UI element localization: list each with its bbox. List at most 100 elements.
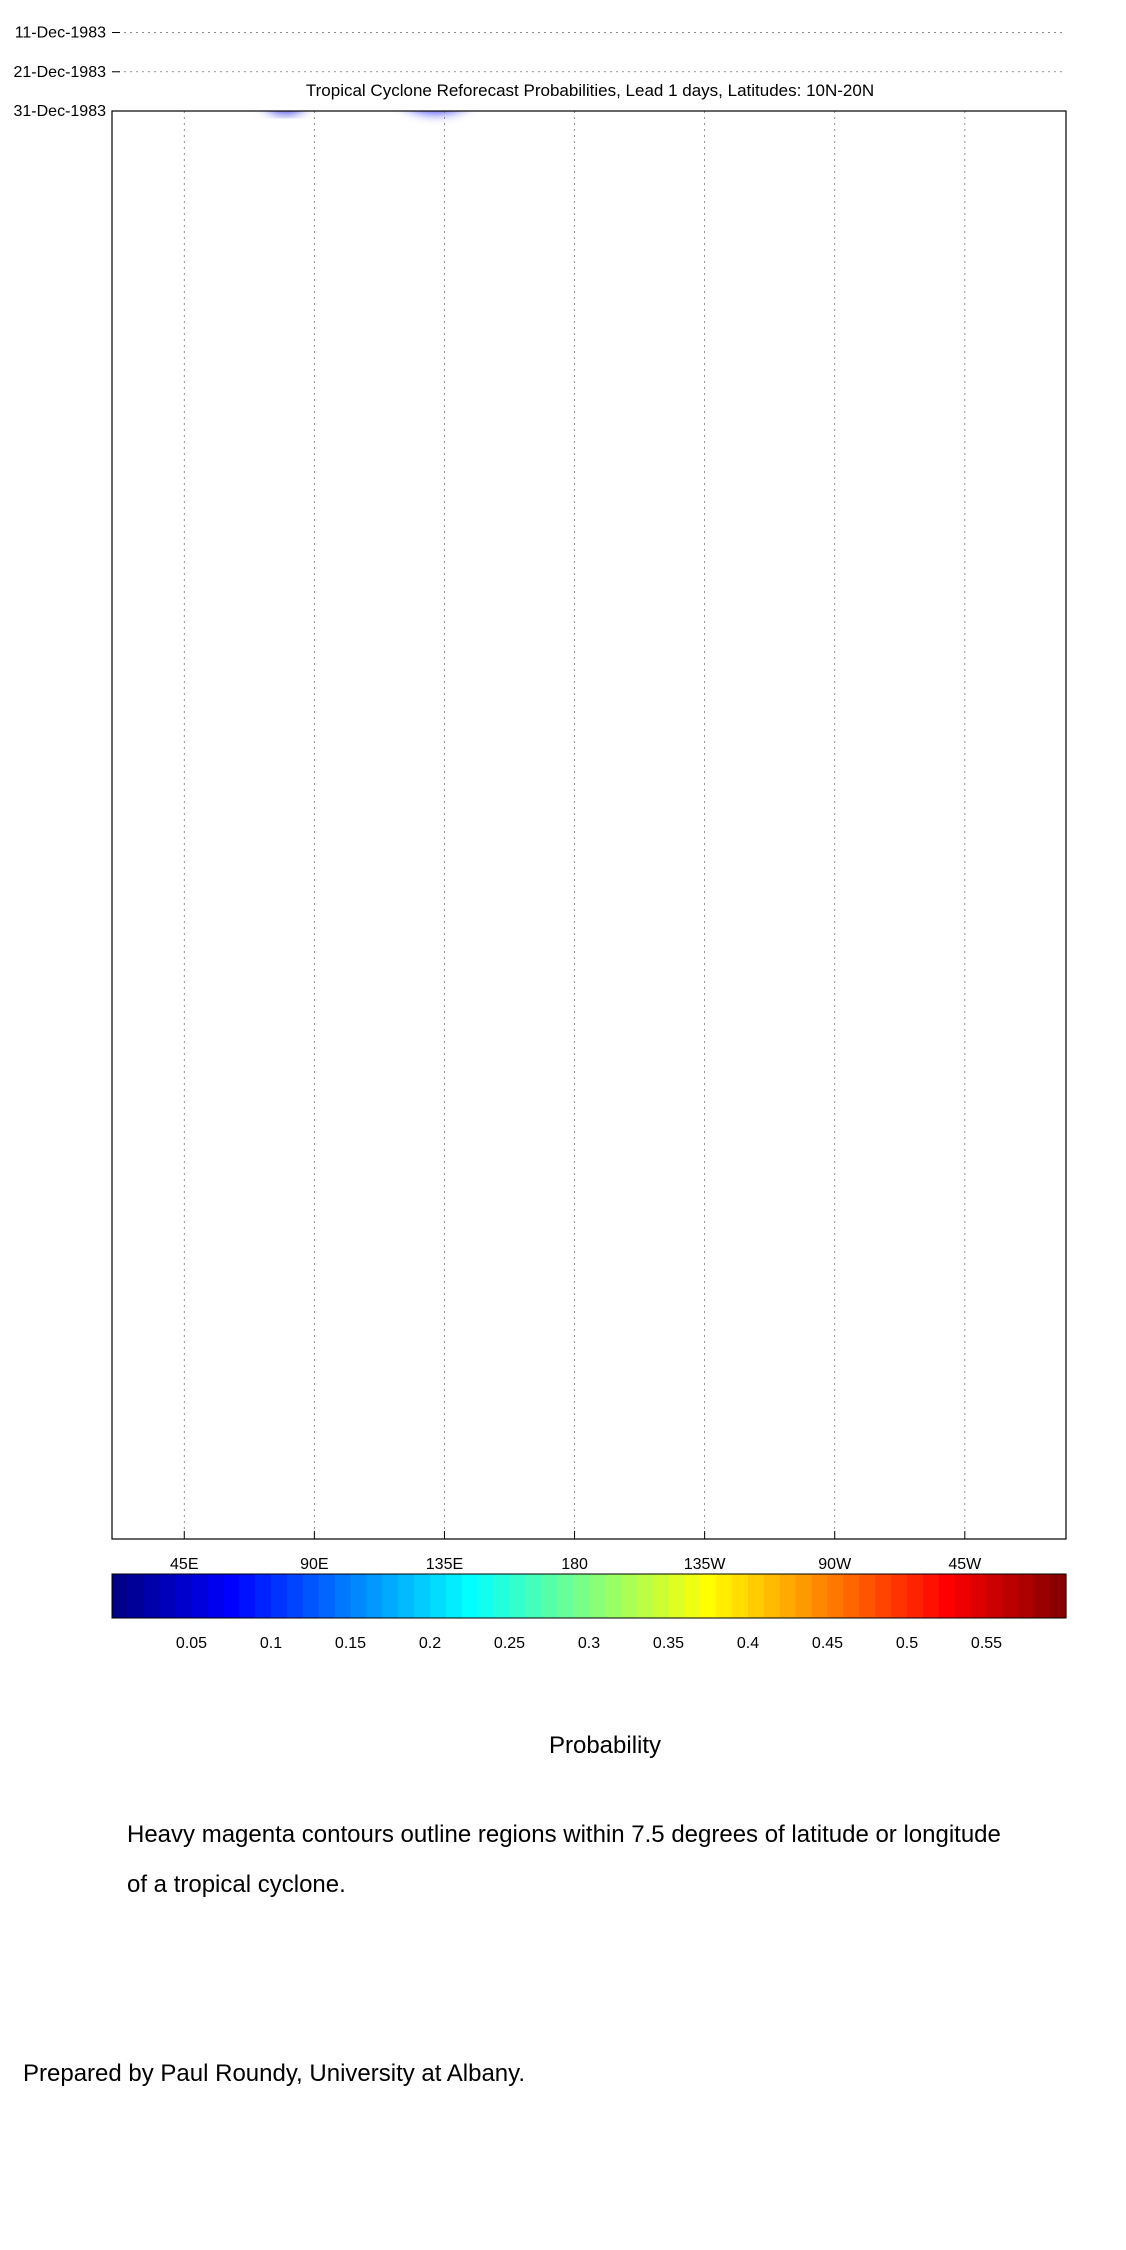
x-tick-label: 135E [426, 1556, 463, 1573]
colorbar-tick-label: 0.15 [335, 1635, 366, 1652]
x-tick-label: 45W [948, 1556, 982, 1573]
colorbar-swatch [223, 1574, 240, 1618]
colorbar-swatch [398, 1574, 415, 1618]
colorbar-tick-label: 0.45 [812, 1635, 843, 1652]
colorbar-swatch [112, 1574, 129, 1618]
colorbar-swatch [970, 1574, 988, 1618]
colorbar-swatch [255, 1574, 272, 1618]
colorbar-swatch [414, 1574, 431, 1618]
colorbar-swatch [318, 1574, 336, 1618]
colorbar-swatch [604, 1574, 622, 1618]
colorbar-tick-label: 0.4 [737, 1635, 759, 1652]
colorbar-swatch [811, 1574, 829, 1618]
colorbar-tick-label: 0.35 [653, 1635, 684, 1652]
colorbar-swatch [509, 1574, 526, 1618]
colorbar-tick-label: 0.05 [176, 1635, 207, 1652]
colorbar-ticks: 0.05 0.1 0.15 0.2 0.25 0.3 0.35 0.4 0.45 0.5 0.55 [176, 1635, 1002, 1652]
colorbar-swatch [668, 1574, 685, 1618]
colorbar [111, 1573, 1067, 1619]
x-axis: 45E 90E 135E 180 135W 90W 45W [170, 1531, 982, 1573]
colorbar-swatch [302, 1574, 320, 1618]
colorbar-swatch [620, 1574, 638, 1618]
x-tick-label: 90E [300, 1556, 328, 1573]
x-tick-label: 135W [684, 1556, 727, 1573]
colorbar-swatch [922, 1574, 940, 1618]
heat-blob [404, 17, 467, 80]
y-tick-label: 11-Dec-1983 [15, 25, 106, 42]
colorbar-swatch [271, 1574, 288, 1618]
colorbar-swatch [541, 1574, 558, 1618]
colorbar-swatch [239, 1574, 256, 1618]
colorbar-swatch [843, 1574, 860, 1618]
colorbar-swatch [286, 1574, 304, 1618]
colorbar-swatch [716, 1574, 733, 1618]
colorbar-swatch [159, 1574, 177, 1618]
heat-blob [263, 61, 308, 106]
colorbar-swatch [382, 1574, 399, 1618]
colorbar-swatch [175, 1574, 193, 1618]
colorbar-swatch [366, 1574, 383, 1618]
colorbar-frame [111, 1573, 1067, 1619]
colorbar-swatch [573, 1574, 590, 1618]
colorbar-swatch [891, 1574, 908, 1618]
colorbar-swatch [859, 1574, 876, 1618]
credit: Prepared by Paul Roundy, University at A… [23, 2060, 526, 2087]
colorbar-swatch [795, 1574, 813, 1618]
colorbar-swatch [477, 1574, 495, 1618]
colorbar-tick-label: 0.55 [971, 1635, 1002, 1652]
colorbar-swatch [748, 1574, 765, 1618]
x-tick-label: 45E [170, 1556, 198, 1573]
y-tick-label: 01-Dec-1983 [14, 0, 107, 2]
colorbar-swatch [875, 1574, 892, 1618]
heat-blob [392, 0, 543, 18]
colorbar-swatch [1002, 1574, 1019, 1618]
colorbar-swatch [430, 1574, 447, 1618]
heat-blob [269, 67, 301, 99]
colorbar-tick-label: 0.2 [419, 1635, 441, 1652]
colorbar-swatch [684, 1574, 701, 1618]
colorbar-swatch [907, 1574, 924, 1618]
colorbar-swatch [334, 1574, 352, 1618]
colorbar-swatch [636, 1574, 654, 1618]
colorbar-swatch [207, 1574, 224, 1618]
colorbar-tick-label: 0.1 [260, 1635, 282, 1652]
colorbar-tick-label: 0.3 [578, 1635, 600, 1652]
colorbar-tick-label: 0.5 [896, 1635, 918, 1652]
colorbar-swatch [954, 1574, 972, 1618]
tc-contour [387, 0, 474, 9]
colorbar-swatch [763, 1574, 781, 1618]
colorbar-swatch [127, 1574, 145, 1618]
colorbar-swatch [827, 1574, 844, 1618]
colorbar-swatch [525, 1574, 542, 1618]
colorbar-tick-label: 0.25 [494, 1635, 525, 1652]
colorbar-swatch [779, 1574, 797, 1618]
chart-title: Tropical Cyclone Reforecast Probabilitie… [306, 81, 874, 100]
colorbar-swatch [445, 1574, 463, 1618]
colorbar-swatch [493, 1574, 511, 1618]
colorbar-swatch [732, 1574, 749, 1618]
colorbar-swatch [1034, 1574, 1051, 1618]
colorbar-swatch [986, 1574, 1003, 1618]
tc-contour-layer [242, 0, 892, 9]
plot-area [112, 111, 1066, 1539]
x-tick-label: 180 [561, 1556, 588, 1573]
x-tick-label: 90W [818, 1556, 852, 1573]
heat-blob [940, 0, 979, 13]
colorbar-swatch [143, 1574, 161, 1618]
colorbar-swatch [652, 1574, 670, 1618]
colorbar-swatch [1018, 1574, 1035, 1618]
colorbar-swatch [938, 1574, 956, 1618]
grid-layer [112, 32, 1066, 1539]
colorbar-swatch [557, 1574, 574, 1618]
y-tick-label: 21-Dec-1983 [14, 64, 107, 81]
colorbar-swatch [350, 1574, 367, 1618]
colorbar-swatch [461, 1574, 479, 1618]
colorbar-swatch [589, 1574, 606, 1618]
colorbar-swatch [191, 1574, 208, 1618]
colorbar-swatch [700, 1574, 717, 1618]
plot-frame [111, 110, 1067, 1540]
y-axis: 31-Dec-1983 21-Dec-1983 11-Dec-1983 01-Dec-… [14, 0, 120, 120]
colorbar-swatch [1050, 1574, 1067, 1618]
caption: Heavy magenta contours outline regions w… [127, 1821, 1001, 1898]
